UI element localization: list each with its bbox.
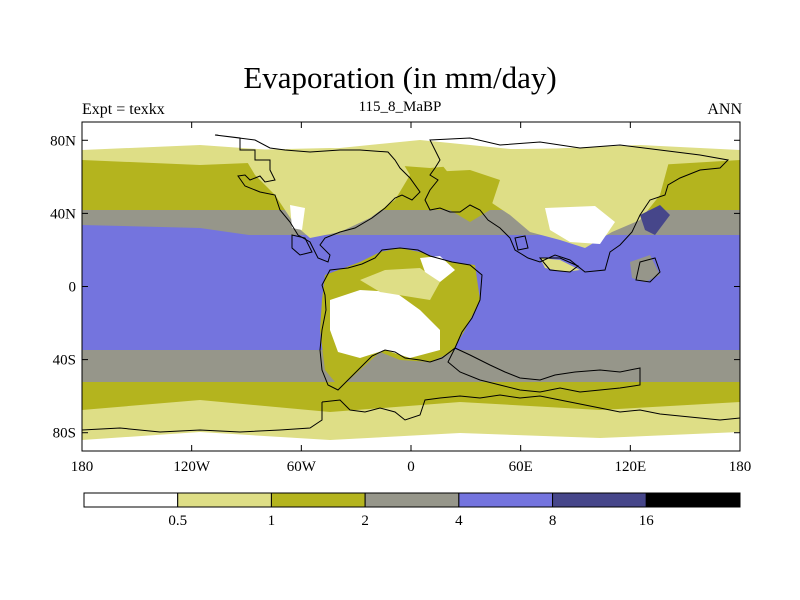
time-label: 115_8_MaBP — [358, 99, 442, 115]
colorbar: 0.5 1 2 4 8 16 — [83, 492, 741, 529]
lon-tick-label: 60E — [509, 459, 533, 475]
lat-tick-label: 40S — [53, 353, 76, 369]
colorbar-swatch — [552, 492, 647, 508]
lat-tick-label: 40N — [50, 206, 76, 222]
colorbar-swatch — [458, 492, 554, 508]
colorbar-label: 1 — [268, 513, 276, 529]
colorbar-label: 16 — [639, 513, 655, 529]
colorbar-swatch — [83, 492, 179, 508]
lon-tick-label: 0 — [407, 459, 415, 475]
lon-tick-label: 120W — [173, 459, 211, 475]
lat-tick-label: 0 — [69, 280, 77, 296]
lat-tick-label: 80N — [50, 133, 76, 149]
colorbar-swatch — [177, 492, 272, 508]
lat-tick-label: 80S — [53, 426, 76, 442]
chart-title: Evaporation (in mm/day) — [243, 60, 557, 95]
coastlines — [82, 134, 740, 433]
experiment-label: Expt = texkx — [82, 101, 165, 118]
colorbar-label: 2 — [361, 513, 369, 529]
colorbar-swatch — [645, 492, 741, 508]
lon-tick-label: 180 — [71, 459, 94, 475]
colorbar-label: 8 — [549, 513, 557, 529]
colorbar-label: 0.5 — [168, 513, 187, 529]
colorbar-swatch — [364, 492, 460, 508]
colorbar-label: 4 — [455, 513, 463, 529]
season-label: ANN — [707, 101, 742, 118]
lon-tick-label: 120E — [614, 459, 646, 475]
lat-axis: 80N 40N 0 40S 80S — [50, 133, 740, 442]
lon-axis: 180 120W 60W 0 60E 120E 180 — [71, 122, 752, 475]
lon-tick-label: 60W — [287, 459, 317, 475]
map-field — [82, 122, 740, 451]
colorbar-swatch — [270, 492, 366, 508]
lon-tick-label: 180 — [729, 459, 752, 475]
